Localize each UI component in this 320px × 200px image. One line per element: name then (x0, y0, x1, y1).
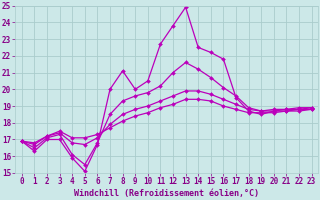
X-axis label: Windchill (Refroidissement éolien,°C): Windchill (Refroidissement éolien,°C) (74, 189, 259, 198)
